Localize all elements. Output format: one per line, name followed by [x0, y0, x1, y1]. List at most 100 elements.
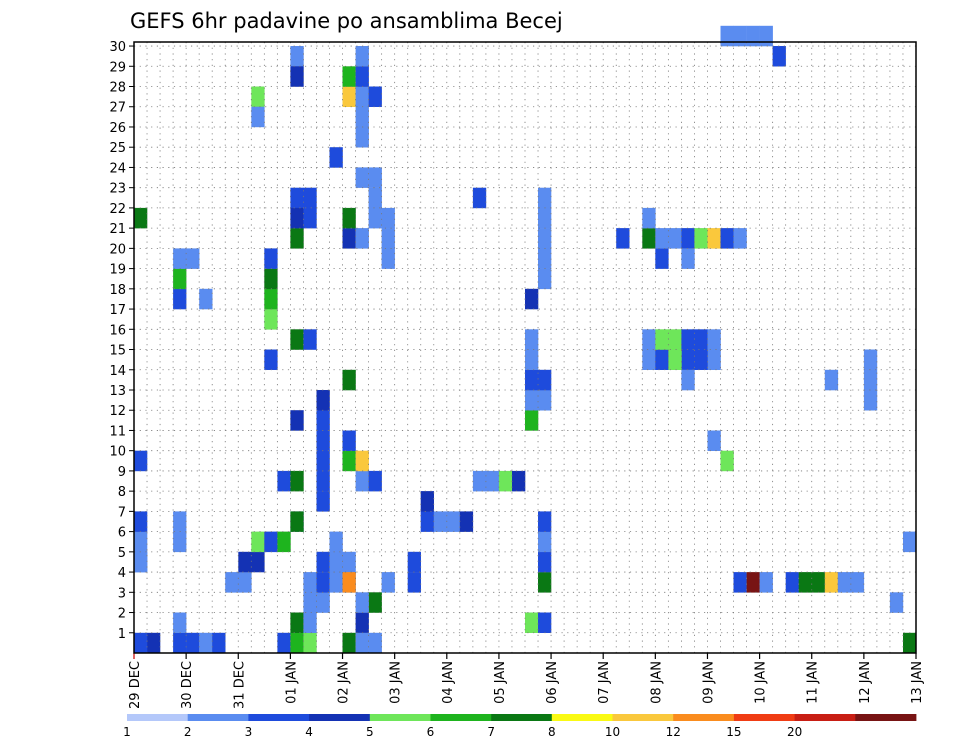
precip-cell: [746, 25, 760, 47]
precip-cell: [694, 349, 708, 370]
precip-cell: [381, 572, 395, 593]
precip-cell: [720, 228, 734, 249]
y-tick-label: 1: [118, 627, 126, 642]
precip-cell: [199, 288, 213, 310]
precip-cell: [355, 106, 369, 128]
precip-cell: [720, 25, 734, 47]
precip-cell: [824, 369, 839, 391]
y-tick-label: 23: [109, 182, 126, 197]
colorbar-label: 15: [726, 725, 741, 739]
plot-frame: [133, 41, 917, 654]
y-tick-label: 17: [109, 303, 126, 318]
precip-cell: [420, 491, 434, 512]
precip-cell: [303, 612, 317, 633]
x-tick-label: 13 JAN: [910, 661, 925, 704]
y-tick-label: 8: [118, 485, 126, 500]
colorbar-label: 4: [305, 725, 313, 739]
precip-cell: [525, 410, 539, 431]
precip-cell: [525, 612, 539, 633]
colorbar-swatch: [309, 714, 371, 721]
y-tick-label: 3: [118, 586, 126, 601]
precip-cell: [316, 410, 330, 431]
colorbar-label: 10: [605, 725, 620, 739]
precip-cell: [407, 572, 421, 593]
precip-cell: [772, 46, 786, 67]
precip-cell: [342, 572, 356, 593]
y-tick-label: 5: [118, 546, 126, 561]
y-tick-label: 4: [118, 566, 126, 581]
precip-cell: [290, 228, 304, 249]
precip-cell: [264, 531, 278, 553]
y-tick-label: 10: [109, 445, 126, 460]
precip-cell: [785, 572, 799, 593]
precip-cell: [342, 632, 356, 654]
precip-cell: [355, 470, 369, 492]
precip-cell: [303, 572, 317, 593]
precip-cell: [824, 572, 839, 593]
x-tick-label: 01 JAN: [284, 661, 299, 704]
precip-cell: [668, 329, 682, 350]
precip-cell: [459, 511, 474, 532]
y-tick-label: 18: [109, 283, 126, 298]
y-tick-label: 24: [109, 161, 126, 176]
colorbar-swatch: [248, 714, 310, 721]
x-tick-label: 30 DEC: [180, 661, 195, 709]
colorbar-swatch: [673, 714, 735, 721]
precip-cell: [134, 632, 148, 654]
precip-cell: [173, 612, 187, 633]
precip-cell: [655, 329, 669, 350]
precip-cell: [472, 187, 487, 209]
precip-cell: [290, 187, 304, 209]
precip-cell: [538, 268, 552, 290]
precip-cell: [290, 410, 304, 431]
y-tick-label: 26: [109, 121, 126, 136]
precip-cell: [720, 450, 734, 472]
precip-cell: [863, 369, 878, 391]
x-tick-label: 09 JAN: [701, 661, 716, 704]
x-tick-label: 29 DEC: [128, 661, 143, 709]
precip-cell: [355, 167, 369, 188]
colorbar-label: 2: [184, 725, 192, 739]
precip-cell: [251, 86, 265, 107]
precip-cell: [681, 369, 695, 391]
precip-cell: [316, 430, 330, 451]
x-tick-label: 06 JAN: [545, 661, 560, 704]
precip-cell: [290, 470, 304, 492]
precip-cell: [264, 268, 278, 290]
precip-cell: [759, 572, 773, 593]
precip-cell: [251, 531, 265, 553]
precip-cell: [355, 632, 369, 654]
x-tick-label: 31 DEC: [232, 661, 247, 709]
precip-cell: [538, 390, 552, 411]
precip-cell: [733, 25, 747, 47]
y-tick-label: 30: [109, 40, 126, 55]
precip-cell: [355, 127, 369, 148]
precip-cell: [694, 228, 708, 249]
y-tick-label: 15: [109, 344, 126, 359]
precip-cell: [290, 46, 304, 67]
precip-cell: [446, 511, 461, 532]
precip-cell: [368, 207, 382, 229]
precip-cell: [199, 632, 213, 654]
precip-cell: [329, 147, 343, 168]
y-tick-label: 16: [109, 323, 126, 338]
precip-cell: [316, 572, 330, 593]
x-tick-label: 02 JAN: [337, 661, 352, 704]
precip-cell: [277, 470, 291, 492]
colorbar-swatch: [794, 714, 856, 721]
precip-cell: [212, 632, 226, 654]
precip-cell: [525, 329, 539, 350]
colorbar-label: 12: [666, 725, 681, 739]
precip-cell: [681, 228, 695, 249]
precip-cell: [525, 288, 539, 310]
precip-cell: [329, 572, 343, 593]
precip-cell: [342, 228, 356, 249]
precip-cell: [355, 228, 369, 249]
precip-cell: [303, 592, 317, 613]
y-tick-label: 22: [109, 202, 126, 217]
y-tick-label: 28: [109, 81, 126, 96]
precip-cell: [863, 390, 878, 411]
precip-cell: [173, 248, 187, 269]
colorbar-label: 3: [245, 725, 253, 739]
precip-cell: [303, 207, 317, 229]
